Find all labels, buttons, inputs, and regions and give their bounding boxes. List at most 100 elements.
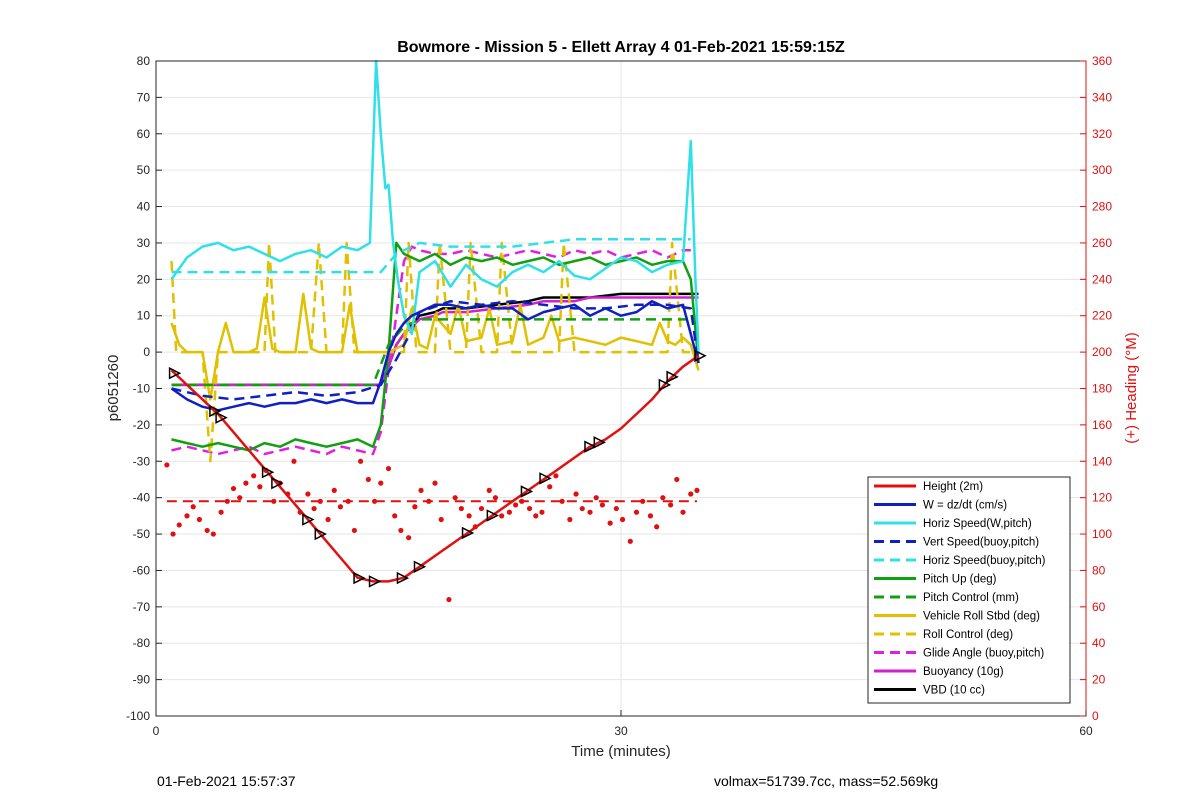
heading-point-32 bbox=[378, 480, 384, 486]
y-tick-label-0: -100 bbox=[126, 709, 150, 723]
heading-point-63 bbox=[587, 509, 593, 515]
heading-point-19 bbox=[291, 458, 297, 464]
y2-tick-label-6: 120 bbox=[1092, 491, 1112, 505]
x-tick-label-1: 30 bbox=[614, 724, 628, 738]
y-tick-label-18: 80 bbox=[137, 54, 151, 68]
y2-tick-label-17: 340 bbox=[1092, 90, 1112, 104]
heading-point-42 bbox=[446, 596, 452, 603]
heading-points bbox=[164, 458, 700, 603]
legend-label-pitch-control-mm: Pitch Control (mm) bbox=[923, 592, 1019, 604]
heading-point-43 bbox=[452, 495, 458, 501]
legend-label-buoyancy-10g: Buoyancy (10g) bbox=[923, 666, 1004, 678]
heading-point-7 bbox=[210, 531, 216, 537]
heading-point-48 bbox=[486, 487, 492, 493]
y-tick-label-15: 50 bbox=[137, 163, 151, 177]
heading-point-71 bbox=[640, 498, 646, 504]
legend: Height (2m) W = dz/dt (cm/s) Horiz Speed(W… bbox=[867, 476, 1071, 704]
footer-timestamp: 01-Feb-2021 15:57:37 bbox=[157, 773, 296, 789]
y-tick-label-12: 20 bbox=[137, 272, 151, 286]
heading-point-26 bbox=[337, 504, 344, 510]
legend-label-vert-speed-buoy-pitch: Vert Speed(buoy,pitch) bbox=[923, 537, 1039, 549]
heading-point-0 bbox=[164, 462, 170, 468]
heading-point-11 bbox=[237, 495, 243, 501]
height-marker-12 bbox=[486, 509, 500, 522]
height-marker-18 bbox=[666, 370, 679, 384]
heading-point-6 bbox=[204, 527, 210, 534]
heading-point-8 bbox=[218, 509, 224, 515]
heading-point-41 bbox=[438, 516, 444, 523]
height-marker-2 bbox=[215, 411, 228, 424]
heading-point-68 bbox=[619, 516, 626, 523]
heading-point-61 bbox=[573, 491, 579, 497]
y2-axis-ticks: 0 20 40 60 80 100 120 140 160 180 200 220 240 260 280 3… bbox=[1080, 54, 1112, 723]
y-tick-label-11: 10 bbox=[137, 309, 151, 323]
heading-point-3 bbox=[184, 513, 190, 519]
y2-tick-label-2: 40 bbox=[1092, 636, 1106, 650]
heading-point-52 bbox=[513, 502, 519, 508]
heading-point-44 bbox=[458, 505, 464, 512]
y2-tick-label-0: 0 bbox=[1092, 709, 1099, 723]
heading-point-13 bbox=[251, 473, 257, 479]
height-marker-5 bbox=[302, 513, 315, 526]
y-tick-label-5: -50 bbox=[133, 527, 151, 541]
y2-tick-label-10: 200 bbox=[1092, 345, 1112, 359]
height-marker-16 bbox=[593, 436, 606, 449]
heading-point-9 bbox=[224, 498, 230, 504]
heading-point-45 bbox=[466, 513, 472, 519]
series-horiz-speed-buoy-pitch bbox=[171, 238, 691, 274]
y2-tick-label-12: 240 bbox=[1092, 272, 1112, 286]
heading-point-57 bbox=[547, 484, 553, 490]
heading-point-47 bbox=[478, 505, 485, 512]
height-marker-9 bbox=[396, 571, 410, 585]
height-marker-4 bbox=[271, 476, 284, 490]
x-tick-label-0: 0 bbox=[153, 724, 160, 738]
y2-tick-label-3: 60 bbox=[1092, 600, 1106, 614]
heading-point-12 bbox=[243, 480, 249, 486]
heading-point-36 bbox=[406, 535, 412, 541]
heading-point-1 bbox=[170, 531, 176, 537]
legend-label-w-dz-dt-cm-s: W = dz/dt (cm/s) bbox=[923, 500, 1007, 512]
y-tick-label-14: 40 bbox=[137, 200, 151, 214]
legend-label-horiz-speed-w-pitch: Horiz Speed(W,pitch) bbox=[923, 518, 1032, 530]
height-marker-11 bbox=[461, 526, 475, 540]
y-tick-label-4: -60 bbox=[133, 563, 151, 577]
height-marker-8 bbox=[368, 575, 382, 588]
heading-point-22 bbox=[311, 505, 317, 512]
legend-label-roll-control-deg: Roll Control (deg) bbox=[923, 629, 1013, 641]
heading-point-73 bbox=[654, 524, 660, 530]
y2-tick-label-1: 20 bbox=[1092, 673, 1106, 687]
height-marker-19 bbox=[694, 349, 707, 362]
y-tick-label-10: 0 bbox=[143, 345, 150, 359]
heading-point-16 bbox=[271, 498, 277, 504]
heading-point-5 bbox=[196, 516, 202, 523]
heading-point-72 bbox=[647, 513, 654, 519]
heading-point-30 bbox=[365, 476, 371, 483]
y-tick-label-2: -80 bbox=[133, 636, 151, 650]
legend-label-glide-angle-buoy-pitch: Glide Angle (buoy,pitch) bbox=[923, 648, 1044, 660]
footer-stats: volmax=51739.7cc, mass=52.569kg bbox=[714, 773, 939, 789]
heading-point-62 bbox=[579, 505, 585, 512]
heading-point-59 bbox=[559, 498, 565, 504]
y2-tick-label-15: 300 bbox=[1092, 163, 1112, 177]
y2-tick-label-4: 80 bbox=[1092, 563, 1106, 577]
heading-point-49 bbox=[492, 495, 499, 501]
y-tick-label-8: -20 bbox=[133, 418, 151, 432]
y2-tick-label-8: 160 bbox=[1092, 418, 1112, 432]
series-w-dz-dt-cm-s bbox=[170, 299, 700, 412]
height-marker-13 bbox=[520, 485, 534, 498]
heading-point-70 bbox=[633, 509, 640, 515]
height-markers bbox=[168, 349, 707, 588]
y-tick-label-7: -30 bbox=[133, 454, 151, 468]
heading-point-31 bbox=[371, 498, 378, 504]
heading-point-4 bbox=[190, 504, 196, 510]
heading-point-78 bbox=[688, 491, 694, 497]
legend-label-horiz-speed-buoy-pitch: Horiz Speed(buoy,pitch) bbox=[923, 555, 1046, 567]
heading-point-77 bbox=[680, 509, 686, 515]
y2-tick-label-14: 280 bbox=[1092, 200, 1112, 214]
heading-point-21 bbox=[305, 491, 311, 497]
y-tick-label-9: -10 bbox=[133, 382, 151, 396]
y-tick-label-1: -90 bbox=[133, 673, 151, 687]
heading-point-10 bbox=[230, 485, 237, 492]
heading-point-29 bbox=[358, 458, 364, 464]
